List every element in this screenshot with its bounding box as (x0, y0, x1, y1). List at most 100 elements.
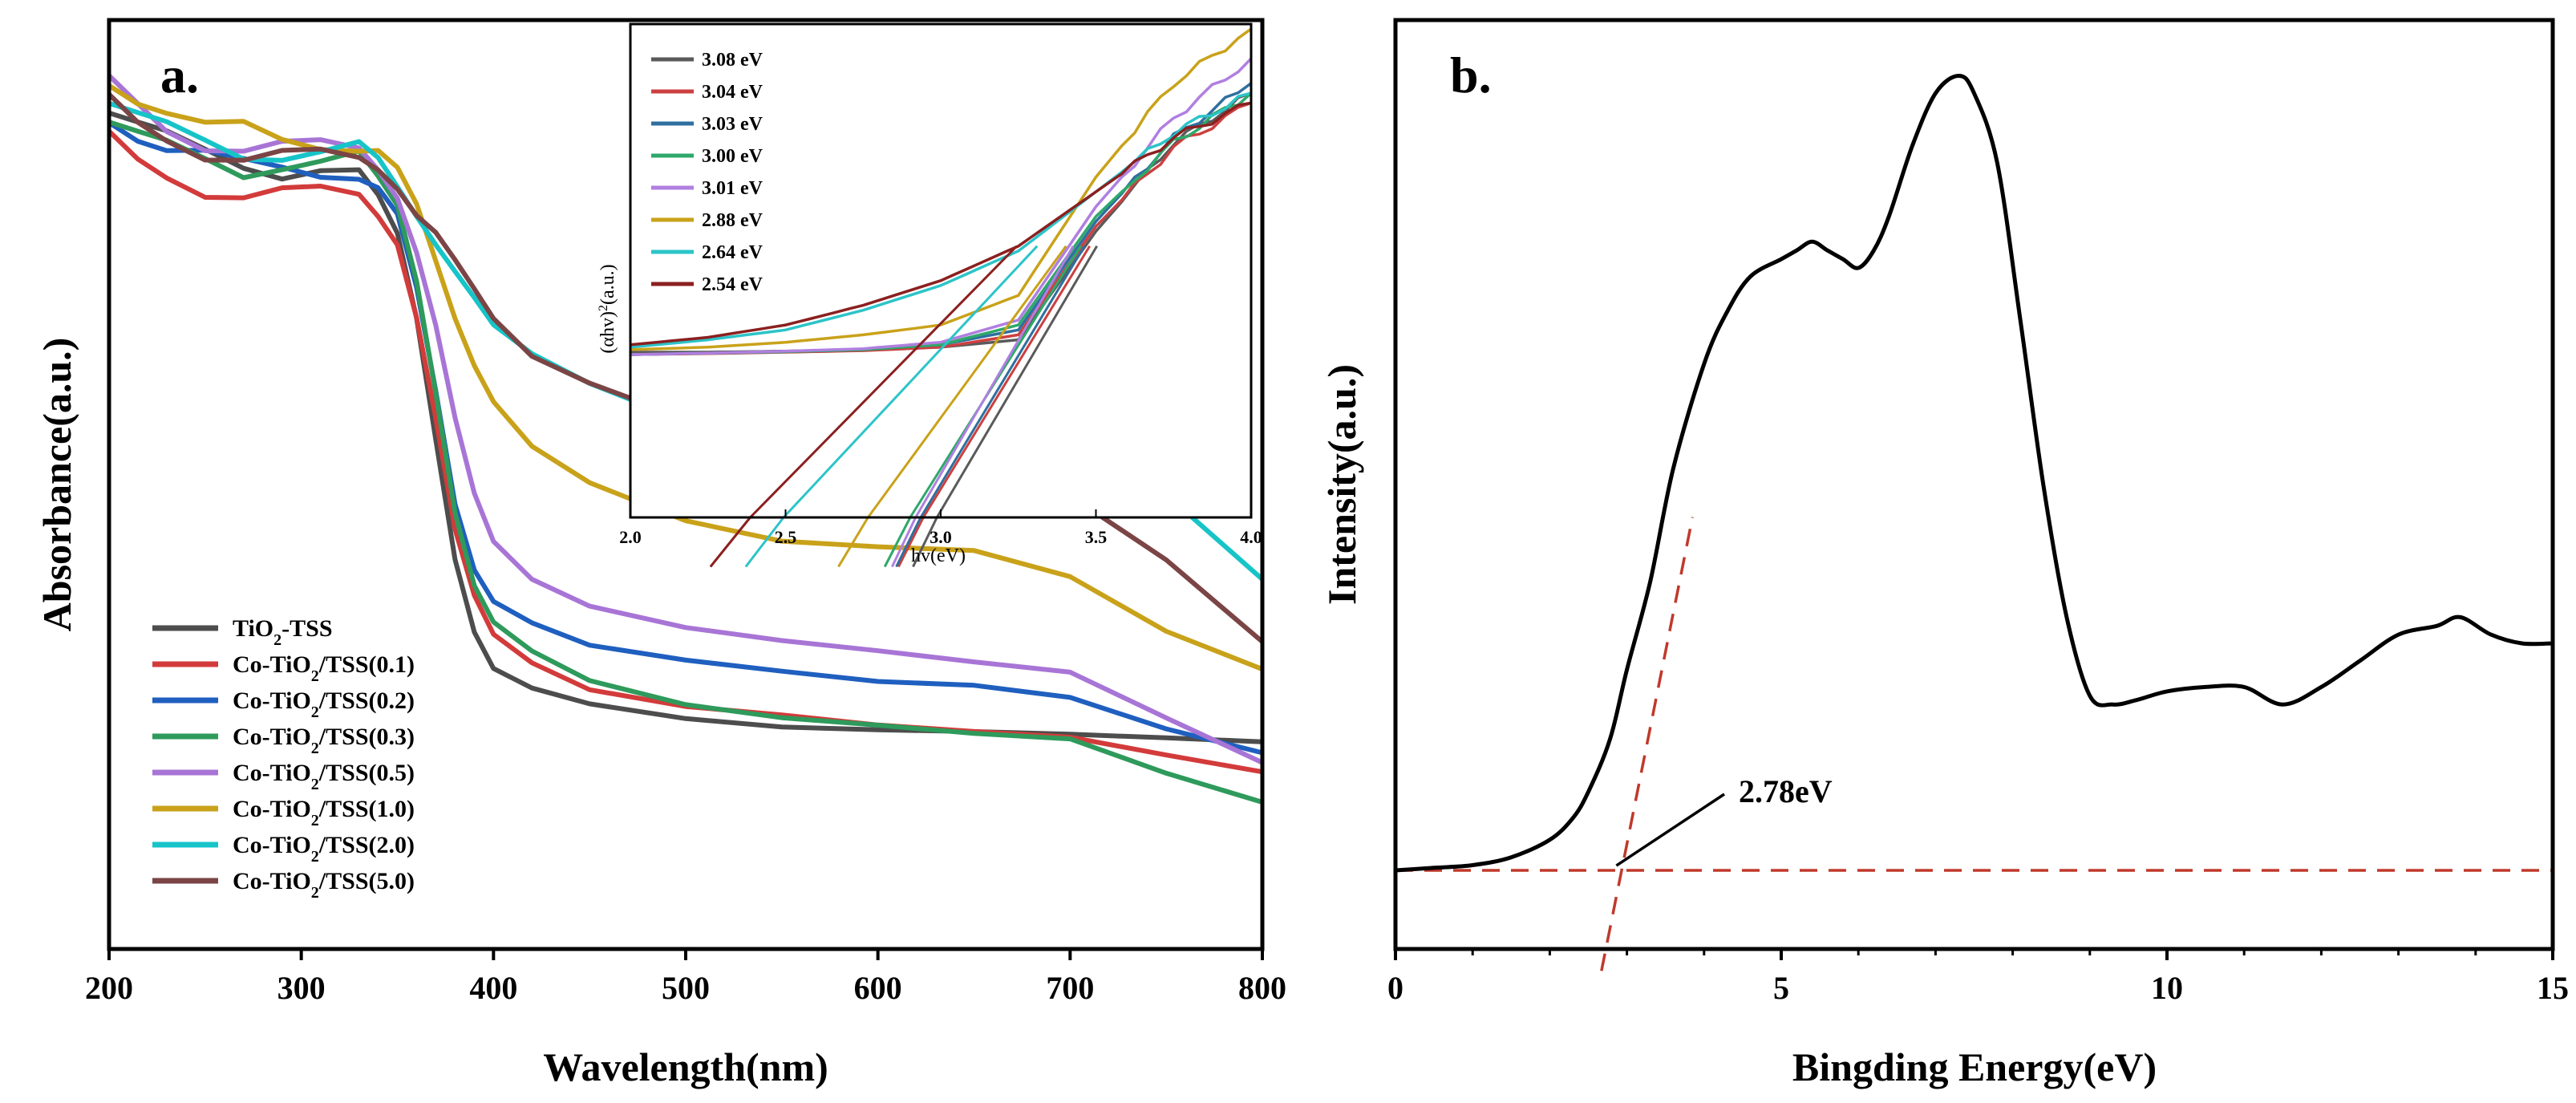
panel-a-series (107, 74, 1264, 805)
inset-tangent-extension-3-03-ev (895, 517, 922, 568)
panel-a-legend-entry: Co-TiO2/TSS(0.1) (233, 651, 415, 685)
bandgap-annotation: 2.78eV (1739, 773, 1833, 809)
inset-tangent-2-64-ev (782, 245, 1039, 519)
panel-b-ticks: 0 5 10 15 (1387, 949, 2569, 1006)
panel-a-legend-entry: Co-TiO2/TSS(2.0) (233, 832, 415, 866)
panel-a-x-tick-label: 400 (469, 970, 517, 1006)
inset-x-tick-label: 2.0 (619, 527, 642, 547)
panel-b-x-tick-label: 5 (1773, 970, 1789, 1006)
inset-tangent-extension-2-64-ev (744, 517, 785, 568)
legend-rest: /TSS(0.3) (318, 724, 415, 750)
tangent-guide (1600, 517, 1695, 971)
panel-b: 0 5 10 15 b. Bingding Energy(eV) Intensity(… (1319, 18, 2569, 1089)
panel-a-legend-entry: Co-TiO2/TSS(0.2) (233, 687, 415, 721)
panel-a-x-tick-label: 300 (277, 970, 326, 1006)
inset-series (630, 27, 1253, 568)
panel-b-label: b. (1450, 47, 1492, 103)
inset-tangent-extension-2-54-ev (709, 517, 751, 568)
panel-a-x-tick-label: 700 (1046, 970, 1094, 1006)
legend-sub: 2 (273, 631, 281, 649)
panel-a-x-tick-label: 600 (854, 970, 902, 1006)
inset-legend-entry: 2.88 eV (702, 210, 763, 231)
inset-curve-2-64-ev (630, 91, 1252, 349)
inset-tangent-2-54-ev (749, 245, 1018, 519)
inset-x-tick-label: 3.5 (1085, 527, 1108, 547)
legend-text: Co-TiO (233, 868, 311, 894)
panel-a: 200 300 400 500 600 700 800 a. Wavelength(nm) … (34, 18, 1286, 1089)
legend-sub: 2 (311, 812, 319, 829)
inset-x-axis-label: hv(eV) (911, 545, 966, 566)
panel-a-series-tio2-tss (108, 110, 1263, 744)
inset-tangent-extension-2-88-ev (837, 517, 869, 568)
panel-b-guides (1395, 517, 2553, 971)
inset-tangent-3-04-ev (922, 245, 1092, 518)
panel-a-y-axis-label: Absorbance(a.u.) (34, 338, 79, 632)
panel-a-legend-entry: Co-TiO2/TSS(0.5) (233, 760, 415, 793)
inset-tangent-3-08-ev (935, 245, 1098, 518)
panel-a-legend-entry: Co-TiO2/TSS(1.0) (233, 796, 415, 829)
legend-sub: 2 (311, 667, 319, 685)
legend-sub: 2 (311, 848, 319, 866)
legend-sub: 2 (311, 740, 319, 757)
panel-b-x-axis-label: Bingding Energy(eV) (1792, 1044, 2157, 1089)
panel-a-label: a. (160, 47, 199, 103)
legend-rest: /TSS(5.0) (318, 868, 415, 894)
inset-background (630, 24, 1251, 517)
legend-text: Co-TiO (233, 760, 311, 786)
legend-sub: 2 (311, 776, 319, 793)
legend-sub: 2 (311, 884, 319, 902)
legend-rest: /TSS(0.1) (318, 651, 415, 678)
panel-a-series-co-tio2-tss-0-5 (107, 74, 1264, 765)
legend-sub: 2 (311, 704, 319, 721)
inset-ylabel-rest: (a.u.) (597, 264, 618, 305)
inset-y-axis-label: (αhv)2(a.u.) (597, 264, 619, 353)
inset-legend-entry: 3.04 eV (702, 82, 763, 103)
legend-rest: /TSS(0.2) (318, 687, 415, 714)
legend-text: Co-TiO (233, 724, 311, 750)
inset-legend: 3.08 eV 3.04 eV 3.03 eV 3.00 eV 3.01 eV 2.88 … (651, 50, 763, 295)
legend-rest: -TSS (281, 615, 332, 642)
inset-curve-2-54-ev (630, 101, 1252, 347)
inset-legend-entry: 3.01 eV (702, 178, 763, 199)
panel-b-series (1395, 73, 2554, 873)
legend-text: Co-TiO (233, 832, 311, 858)
panel-b-x-tick-label: 15 (2537, 970, 2569, 1006)
inset-ylabel-sup: 2 (597, 305, 610, 311)
panel-a-x-tick-label: 200 (85, 970, 133, 1006)
legend-text: Co-TiO (233, 687, 311, 714)
inset-panel: 2.0 2.5 3.0 3.5 4.0 hv(eV) (αhv)2(a.u.) 3.08… (597, 22, 1262, 568)
panel-b-x-tick-label: 10 (2151, 970, 2183, 1006)
inset-tangent-extension-3-01-ev (891, 517, 917, 568)
panel-a-legend-entry: Co-TiO2/TSS(5.0) (233, 868, 415, 902)
inset-x-tick-label: 2.5 (775, 527, 797, 547)
panel-a-x-axis-label: Wavelength(nm) (543, 1044, 828, 1089)
legend-rest: /TSS(0.5) (318, 760, 415, 786)
panel-a-legend: TiO2-TSSCo-TiO2/TSS(0.1)Co-TiO2/TSS(0.2)… (152, 615, 415, 902)
inset-legend-entry: 3.03 eV (702, 114, 763, 135)
inset-legend-entry: 2.64 eV (702, 242, 763, 263)
inset-tangent-2-88-ev (867, 245, 1067, 518)
inset-tangent-3-01-ev (914, 245, 1075, 518)
legend-rest: /TSS(2.0) (318, 832, 415, 858)
panel-a-ticks: 200 300 400 500 600 700 800 (85, 949, 1286, 1006)
panel-a-series-co-tio2-tss-0-3 (108, 120, 1263, 805)
inset-tangent-extension-3-00-ev (883, 517, 912, 568)
panel-b-y-axis-label: Intensity(a.u.) (1319, 364, 1364, 605)
inset-tangent-extension-3-04-ev (897, 517, 925, 568)
panel-a-x-tick-label: 500 (662, 970, 710, 1006)
panel-a-legend-entry: TiO2-TSS (233, 615, 333, 649)
panel-b-series-xps-valence-band (1395, 73, 2554, 873)
annotation-leader (1615, 793, 1725, 867)
legend-text: Co-TiO (233, 651, 311, 678)
panel-a-legend-entry: Co-TiO2/TSS(0.3) (233, 724, 415, 757)
inset-x-tick-label: 4.0 (1240, 527, 1262, 547)
legend-text: TiO (233, 615, 273, 642)
inset-x-tick-label: 3.0 (930, 527, 952, 547)
panel-b-x-tick-label: 0 (1387, 970, 1403, 1006)
panel-b-frame (1393, 18, 2555, 951)
inset-legend-entry: 3.00 eV (702, 146, 763, 167)
inset-legend-entry: 2.54 eV (702, 274, 763, 295)
inset-ylabel-main: (αhv) (597, 311, 618, 354)
